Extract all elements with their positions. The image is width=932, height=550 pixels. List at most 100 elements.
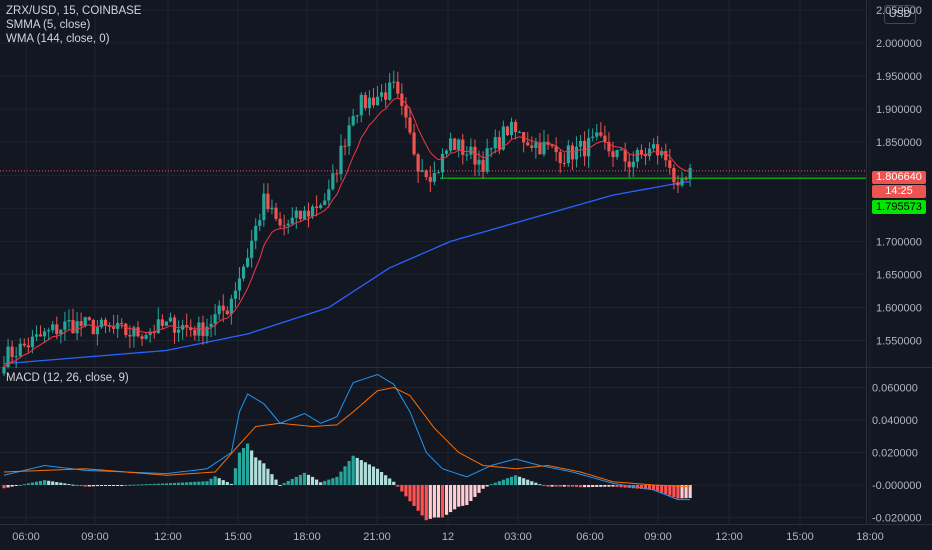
smma-legend-label: SMMA (5, close): [6, 19, 91, 31]
macd-histogram-bar: [189, 482, 193, 485]
macd-histogram-bar: [274, 479, 278, 485]
bar-countdown-tag: 14:25: [872, 185, 926, 198]
macd-histogram-bar: [680, 485, 684, 499]
candle-body: [558, 152, 562, 164]
time-axis-tick-label: 12:00: [715, 531, 743, 543]
candle-body: [87, 317, 91, 320]
candle-body: [347, 125, 351, 147]
macd-histogram-bar: [384, 475, 388, 485]
macd-histogram-bar: [570, 485, 574, 487]
currency-button[interactable]: USD: [884, 5, 916, 24]
candle-body: [603, 135, 607, 142]
candle-body: [18, 343, 22, 357]
macd-histogram-bar: [656, 485, 660, 492]
macd-axis-tick-label: 0.040000: [872, 415, 918, 427]
macd-histogram-bar: [51, 481, 55, 485]
signal-line: [3, 386, 691, 488]
macd-histogram-bar: [99, 485, 104, 486]
macd-histogram-bar: [22, 484, 26, 486]
candle-body: [688, 167, 692, 180]
candle-body: [404, 105, 408, 118]
candle-body: [660, 150, 664, 156]
macd-histogram-bar: [217, 478, 221, 485]
candle-body: [331, 173, 335, 190]
candle-body: [75, 321, 79, 334]
candle-body: [274, 207, 278, 219]
candle-body: [209, 323, 213, 327]
candle-body: [359, 94, 363, 116]
candle-body: [489, 148, 493, 150]
macd-histogram-bar: [250, 450, 254, 485]
macd-histogram-bar: [457, 485, 461, 507]
candle-body: [530, 145, 534, 148]
macd-histogram-bar: [120, 485, 124, 486]
macd-histogram-bar: [436, 485, 441, 518]
candle-body: [416, 154, 420, 172]
macd-histogram-bar: [647, 485, 652, 490]
candle-body: [254, 225, 258, 241]
macd-histogram-bar: [355, 457, 359, 485]
macd-histogram-bar: [241, 448, 246, 485]
macd-histogram-bar: [652, 485, 656, 490]
time-axis-tick-label: 18:00: [856, 531, 884, 543]
macd-histogram-bar: [518, 476, 522, 485]
candle-body: [6, 346, 10, 367]
macd-histogram-bar: [522, 478, 526, 485]
candle-body: [156, 319, 160, 334]
macd-histogram-bar: [485, 485, 489, 487]
candle-body: [375, 96, 380, 106]
macd-histogram-bar: [262, 463, 266, 485]
macd-histogram-bar: [79, 485, 83, 486]
candle-body: [63, 321, 67, 330]
candle-body: [518, 132, 522, 134]
candle-body: [351, 115, 355, 126]
last-price-tag: 1.806640: [872, 171, 926, 184]
macd-histogram-bar: [91, 485, 95, 487]
candle-body: [611, 151, 615, 158]
macd-axis-tick-label: 0.020000: [872, 448, 918, 460]
macd-histogram-bar: [221, 480, 225, 485]
candle-body: [550, 144, 554, 147]
candle-body: [315, 206, 319, 208]
candle-body: [233, 290, 238, 299]
candle-body: [408, 117, 412, 133]
candle-body: [26, 345, 30, 348]
macd-axis-tick-label: 0.060000: [872, 383, 918, 395]
macd-histogram-bar: [201, 481, 205, 485]
candle-body: [140, 336, 144, 339]
candle-body: [676, 182, 680, 186]
price-axis-tick-label: 1.850000: [876, 137, 922, 149]
candle-body: [213, 314, 217, 324]
candle-body: [258, 220, 262, 226]
macd-histogram-bar: [347, 461, 351, 485]
macd-histogram-bar: [461, 485, 465, 506]
candle-body: [246, 257, 250, 267]
macd-histogram-bar: [668, 485, 672, 496]
macd-histogram-bar: [587, 485, 591, 488]
candle-body: [672, 167, 676, 183]
macd-histogram-bar: [440, 485, 445, 518]
candle-body: [302, 210, 307, 220]
candle-body: [310, 206, 315, 217]
candle-body: [343, 145, 347, 147]
candle-body: [501, 126, 505, 150]
candle-body: [250, 240, 254, 258]
macd-histogram-bar: [327, 479, 331, 485]
macd-histogram-bar: [331, 478, 335, 485]
candle-body: [615, 150, 619, 158]
macd-histogram-bar: [2, 485, 6, 489]
candle-body: [43, 331, 47, 337]
macd-histogram: [2, 443, 692, 521]
time-axis-tick-label: 06:00: [12, 531, 40, 543]
candle-body: [623, 149, 627, 162]
time-axis-tick-label: 09:00: [644, 531, 672, 543]
candle-body: [225, 310, 229, 315]
candle-body: [574, 146, 579, 160]
candle-body: [684, 178, 688, 180]
macd-axis-tick-label: -0.020000: [872, 513, 922, 525]
macd-histogram-bar: [18, 485, 22, 486]
macd-histogram-bar: [302, 472, 307, 485]
macd-histogram-bar: [181, 482, 185, 485]
macd-histogram-bar: [310, 476, 315, 485]
